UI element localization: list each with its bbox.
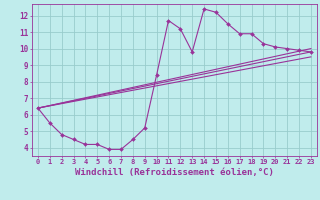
X-axis label: Windchill (Refroidissement éolien,°C): Windchill (Refroidissement éolien,°C) [75, 168, 274, 177]
